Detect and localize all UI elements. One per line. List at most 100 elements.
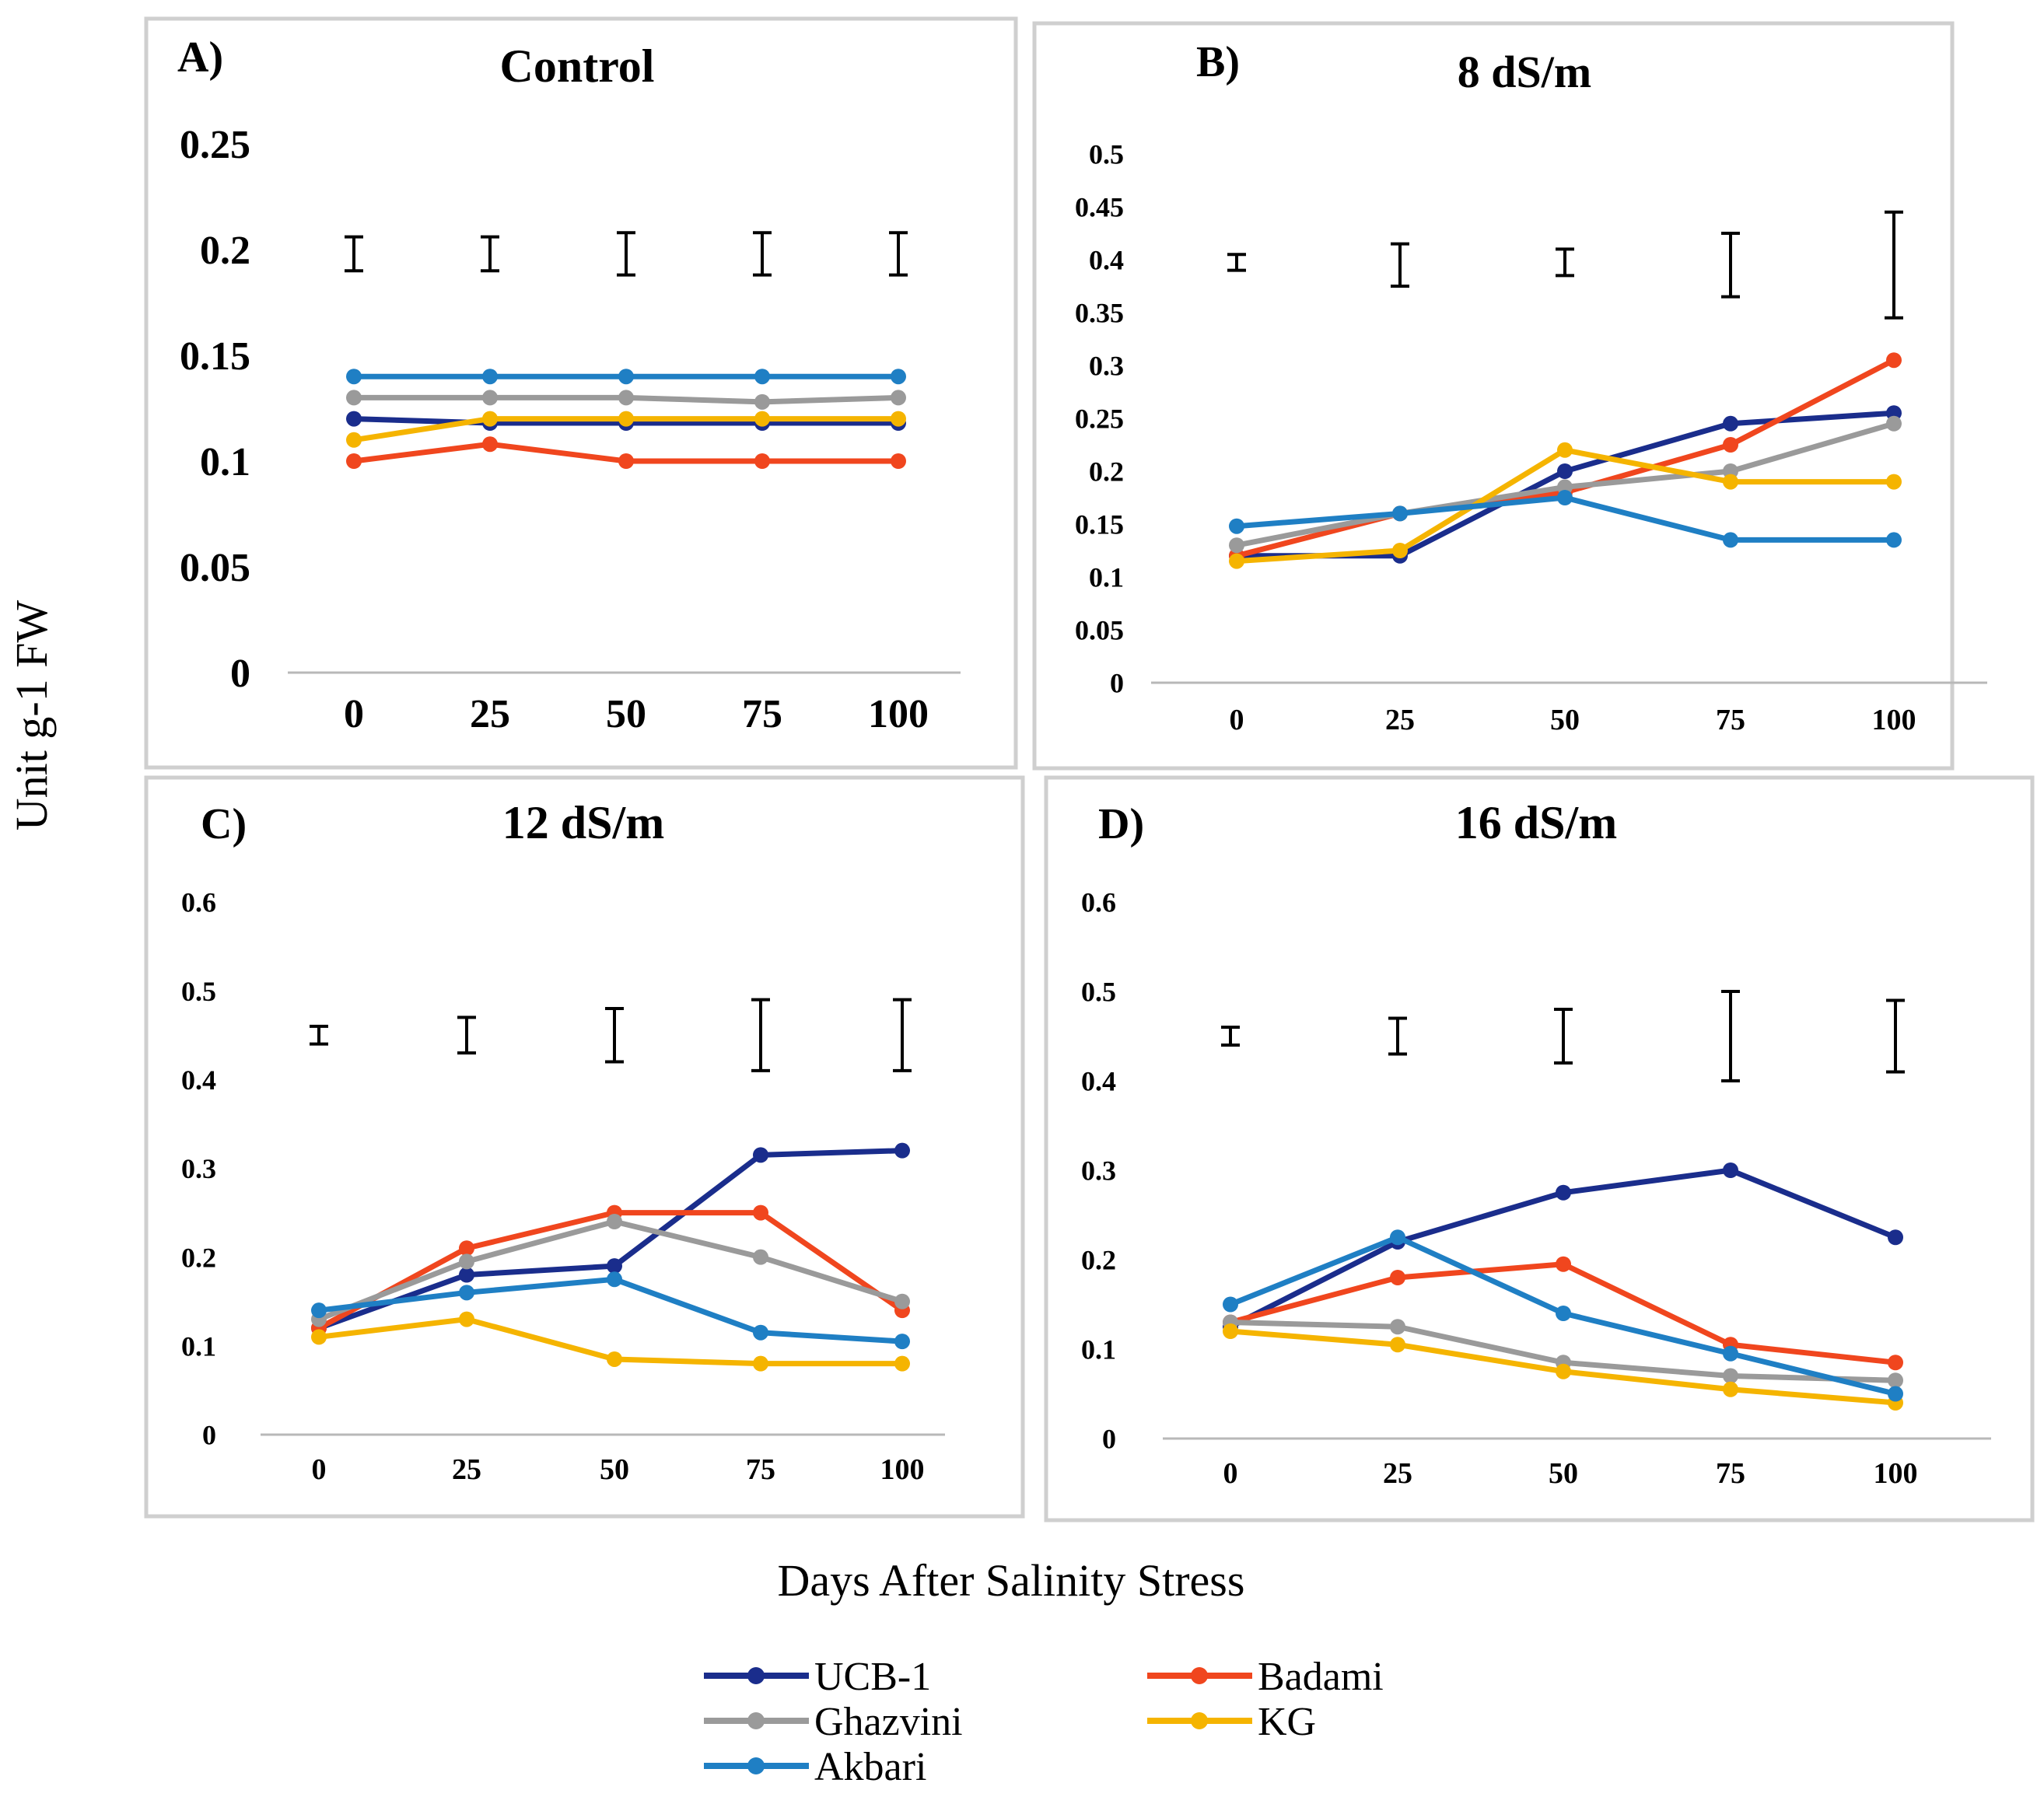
panel-d-frame: [1044, 775, 2035, 1523]
panel-d-series-kg-point: [1390, 1337, 1405, 1353]
panel-d-error-bar: [1388, 1016, 1407, 1056]
panel-b-y-tick-label: 0.15: [1075, 509, 1124, 540]
panel-a-x-tick-label: 100: [868, 692, 929, 736]
panel-a-series-akbari-point: [754, 369, 770, 385]
panel-d: D) 16 dS/m 0 0.1 0.2 0.3 0.4 0.5 0.6 0 25 50 75 100: [1044, 775, 2035, 1523]
panel-d-x-tick-label: 25: [1383, 1457, 1412, 1490]
panel-a-y-tick-label: 0.25: [180, 123, 250, 167]
panel-a-series-akbari: [346, 369, 906, 385]
panel-a-error-bar: [889, 231, 908, 277]
panel-b-series-akbari: [1229, 490, 1902, 548]
panel-d-series-akbari-point: [1888, 1386, 1903, 1402]
panel-a-series-kg-point: [891, 411, 906, 427]
panel-a-label: A): [177, 33, 223, 82]
legend-item-ucb-1-label: UCB-1: [814, 1655, 931, 1699]
panel-c-series-akbari-point: [459, 1285, 474, 1301]
legend-item-akbari: Akbari: [704, 1745, 926, 1789]
panel-a-series-akbari-point: [346, 369, 362, 385]
panel-b-series-akbari-point: [1723, 532, 1738, 548]
panel-b-error-bar: [1227, 253, 1246, 272]
panel-d-y-tick-label: 0: [1102, 1424, 1116, 1455]
panel-d-series-ghazvini-point: [1390, 1319, 1405, 1335]
legend-item-badami: Badami: [1147, 1655, 1384, 1699]
panel-c-series-badami-point: [753, 1204, 768, 1221]
panel-b-error-bar: [1721, 232, 1740, 299]
panel-c-series-kg-point: [459, 1311, 474, 1327]
panel-d-series-badami-point: [1888, 1355, 1903, 1371]
panel-b-series-akbari-point: [1392, 505, 1408, 522]
panel-a-series-ghazvini-point: [618, 390, 634, 406]
panel-c-series-akbari-point: [607, 1271, 622, 1288]
panel-d-series-akbari-point: [1556, 1306, 1571, 1321]
panel-a-series-akbari-point: [482, 369, 498, 385]
panel-b-y-tick-label: 0.3: [1089, 351, 1124, 382]
panel-b-y-tick-label: 0.2: [1089, 456, 1124, 488]
panel-b-label: B): [1196, 38, 1240, 86]
panel-a-series-badami-point: [482, 436, 498, 453]
panel-b-series-akbari-point: [1886, 532, 1902, 548]
panel-b-y-tick-label: 0.25: [1075, 404, 1124, 435]
panel-c-series-ghazvini-point: [753, 1249, 768, 1265]
panel-c-series-ucb-1-point: [753, 1147, 768, 1163]
panel-d-series-akbari: [1223, 1229, 1903, 1402]
panel-b-series-kg-point: [1723, 474, 1738, 490]
panel-c-y-tick-label: 0: [202, 1420, 216, 1451]
panel-b-series-badami-point: [1723, 437, 1738, 453]
panel-c-x-tick-label: 25: [452, 1453, 481, 1486]
panel-a-series-akbari-point: [891, 369, 906, 385]
panel-a-series-ghazvini-point: [754, 393, 770, 410]
panel-c-y-tick-label: 0.3: [181, 1153, 216, 1184]
panel-b-error-bar: [1556, 247, 1574, 278]
panel-d-series-ghazvini-point: [1723, 1368, 1738, 1384]
panel-b-series-kg-point: [1557, 442, 1573, 458]
panel-d-error-bar: [1221, 1026, 1240, 1047]
panel-c-series-akbari-line: [318, 1276, 903, 1344]
panel-a-y-tick-label: 0: [230, 652, 250, 696]
panel-b-series-ucb-1-point: [1557, 463, 1573, 479]
panel-a-y-tick-label: 0.1: [200, 440, 250, 484]
legend-item-ghazvini: Ghazvini: [704, 1700, 963, 1744]
panel-d-title: 16 dS/m: [1455, 797, 1617, 848]
panel-b-series-kg-point: [1229, 553, 1244, 569]
panel-c-series-akbari-point: [311, 1302, 327, 1319]
panel-d-x-tick-label: 0: [1223, 1457, 1238, 1490]
panel-c-series-kg: [311, 1311, 910, 1372]
panel-b-series-ghazvini-point: [1229, 537, 1244, 554]
panel-d-series-akbari-point: [1223, 1296, 1238, 1313]
panel-d-y-tick-label: 0.4: [1081, 1066, 1116, 1097]
panel-c-series-akbari-point: [753, 1324, 768, 1341]
panel-d-x-tick-label: 100: [1874, 1457, 1918, 1490]
panel-d-y-tick-label: 0.6: [1081, 887, 1116, 918]
panel-b-series-kg-point: [1392, 543, 1408, 558]
panel-d-label: D): [1098, 800, 1144, 848]
panel-a-series-ghazvini-point: [482, 390, 498, 406]
legend-item-kg-label: KG: [1258, 1700, 1316, 1744]
panel-d-series-akbari-point: [1723, 1345, 1738, 1362]
panel-a-x-tick-label: 75: [742, 692, 782, 736]
panel-d-error-bar: [1554, 1008, 1573, 1065]
panel-d-series-ucb-1-point: [1888, 1229, 1903, 1246]
panel-a-error-bar: [345, 235, 363, 273]
panel-c-series-ghazvini-point: [459, 1253, 474, 1270]
panel-c-series-akbari: [311, 1271, 910, 1350]
panel-b-y-tick-label: 0.45: [1075, 192, 1124, 223]
panel-d-x-tick-label: 75: [1716, 1457, 1745, 1490]
panel-b-series-ghazvini-point: [1886, 415, 1902, 432]
panel-b-y-tick-label: 0.5: [1089, 139, 1124, 170]
panel-c-series-kg-point: [607, 1351, 622, 1367]
legend-item-ghazvini-swatch-marker: [747, 1712, 765, 1729]
legend-item-badami-label: Badami: [1258, 1655, 1384, 1699]
panel-d-y-tick-label: 0.3: [1081, 1155, 1116, 1187]
legend-item-ghazvini-label: Ghazvini: [814, 1700, 963, 1744]
panel-a-series-kg: [346, 411, 906, 448]
panel-c-error-bar: [605, 1007, 624, 1064]
panel-a-series-akbari-point: [618, 369, 634, 385]
panel-b-series-ucb-1-point: [1723, 415, 1738, 432]
panel-c-error-bar: [893, 998, 912, 1072]
panel-c-series-ucb-1-point: [607, 1258, 622, 1274]
panel-b-x-tick-label: 75: [1716, 704, 1745, 736]
panel-b-y-tick-label: 0.35: [1075, 298, 1124, 329]
panel-b-series-akbari-point: [1229, 518, 1244, 534]
